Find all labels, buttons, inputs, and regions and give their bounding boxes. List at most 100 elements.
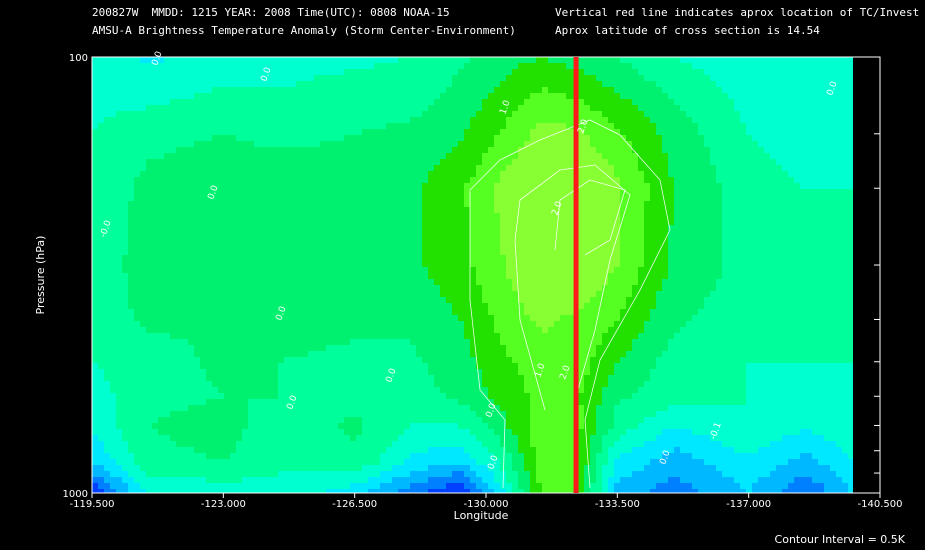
anomaly-cell	[596, 123, 603, 130]
anomaly-cell	[218, 135, 225, 142]
anomaly-cell	[812, 105, 819, 112]
anomaly-cell	[350, 207, 357, 214]
anomaly-cell	[524, 147, 531, 154]
anomaly-cell	[776, 195, 783, 202]
anomaly-cell	[644, 81, 651, 88]
anomaly-cell	[266, 105, 273, 112]
anomaly-cell	[272, 285, 279, 292]
anomaly-cell	[566, 87, 573, 94]
anomaly-cell	[830, 243, 837, 250]
anomaly-cell	[404, 267, 411, 274]
anomaly-cell	[194, 195, 201, 202]
anomaly-cell	[218, 249, 225, 256]
anomaly-cell	[248, 195, 255, 202]
anomaly-cell	[818, 69, 825, 76]
anomaly-cell	[614, 231, 621, 238]
anomaly-cell	[122, 141, 129, 148]
anomaly-cell	[812, 57, 819, 64]
anomaly-cell	[434, 81, 441, 88]
anomaly-cell	[260, 141, 267, 148]
anomaly-cell	[788, 267, 795, 274]
anomaly-cell	[314, 99, 321, 106]
anomaly-cell	[644, 285, 651, 292]
anomaly-cell	[272, 69, 279, 76]
anomaly-cell	[410, 225, 417, 232]
anomaly-cell	[812, 237, 819, 244]
anomaly-cell	[704, 273, 711, 280]
anomaly-cell	[524, 177, 531, 184]
anomaly-cell	[554, 249, 561, 256]
anomaly-cell	[218, 213, 225, 220]
anomaly-cell	[716, 123, 723, 130]
anomaly-cell	[452, 129, 459, 136]
anomaly-cell	[224, 267, 231, 274]
anomaly-cell	[530, 243, 537, 250]
anomaly-cell	[494, 75, 501, 82]
anomaly-cell	[284, 57, 291, 64]
anomaly-cell	[464, 153, 471, 160]
anomaly-cell	[368, 171, 375, 178]
anomaly-cell	[380, 69, 387, 76]
anomaly-cell	[236, 285, 243, 292]
anomaly-cell	[674, 183, 681, 190]
anomaly-cell	[362, 69, 369, 76]
anomaly-cell	[518, 69, 525, 76]
anomaly-cell	[260, 99, 267, 106]
anomaly-cell	[704, 63, 711, 70]
anomaly-cell	[434, 261, 441, 268]
anomaly-cell	[848, 171, 854, 178]
anomaly-cell	[194, 117, 201, 124]
anomaly-cell	[410, 171, 417, 178]
anomaly-cell	[836, 207, 843, 214]
anomaly-cell	[476, 183, 483, 190]
anomaly-cell	[674, 141, 681, 148]
anomaly-cell	[590, 135, 597, 142]
anomaly-cell	[806, 243, 813, 250]
anomaly-cell	[260, 207, 267, 214]
anomaly-cell	[416, 207, 423, 214]
anomaly-cell	[236, 291, 243, 298]
anomaly-cell	[98, 171, 105, 178]
anomaly-cell	[716, 213, 723, 220]
anomaly-cell	[416, 279, 423, 286]
anomaly-cell	[560, 111, 567, 118]
anomaly-cell	[458, 87, 465, 94]
anomaly-cell	[458, 267, 465, 274]
anomaly-cell	[470, 159, 477, 166]
anomaly-cell	[746, 141, 753, 148]
anomaly-cell	[632, 57, 639, 64]
anomaly-cell	[614, 165, 621, 172]
anomaly-cell	[524, 117, 531, 124]
anomaly-cell	[482, 219, 489, 226]
anomaly-cell	[746, 249, 753, 256]
anomaly-cell	[680, 87, 687, 94]
anomaly-cell	[188, 153, 195, 160]
anomaly-cell	[536, 99, 543, 106]
anomaly-cell	[794, 249, 801, 256]
anomaly-cell	[134, 99, 141, 106]
anomaly-cell	[698, 261, 705, 268]
anomaly-cell	[830, 267, 837, 274]
anomaly-cell	[566, 153, 573, 160]
anomaly-cell	[452, 177, 459, 184]
anomaly-cell	[644, 177, 651, 184]
anomaly-cell	[530, 261, 537, 268]
anomaly-cell	[266, 177, 273, 184]
anomaly-cell	[242, 153, 249, 160]
anomaly-cell	[278, 237, 285, 244]
anomaly-cell	[278, 183, 285, 190]
anomaly-cell	[326, 75, 333, 82]
anomaly-cell	[134, 171, 141, 178]
anomaly-cell	[782, 243, 789, 250]
anomaly-cell	[752, 165, 759, 172]
anomaly-cell	[212, 75, 219, 82]
anomaly-cell	[284, 291, 291, 298]
anomaly-cell	[704, 213, 711, 220]
anomaly-cell	[314, 183, 321, 190]
anomaly-cell	[92, 123, 99, 130]
anomaly-cell	[134, 231, 141, 238]
anomaly-cell	[818, 171, 825, 178]
anomaly-cell	[200, 201, 207, 208]
anomaly-cell	[140, 105, 147, 112]
anomaly-cell	[116, 159, 123, 166]
